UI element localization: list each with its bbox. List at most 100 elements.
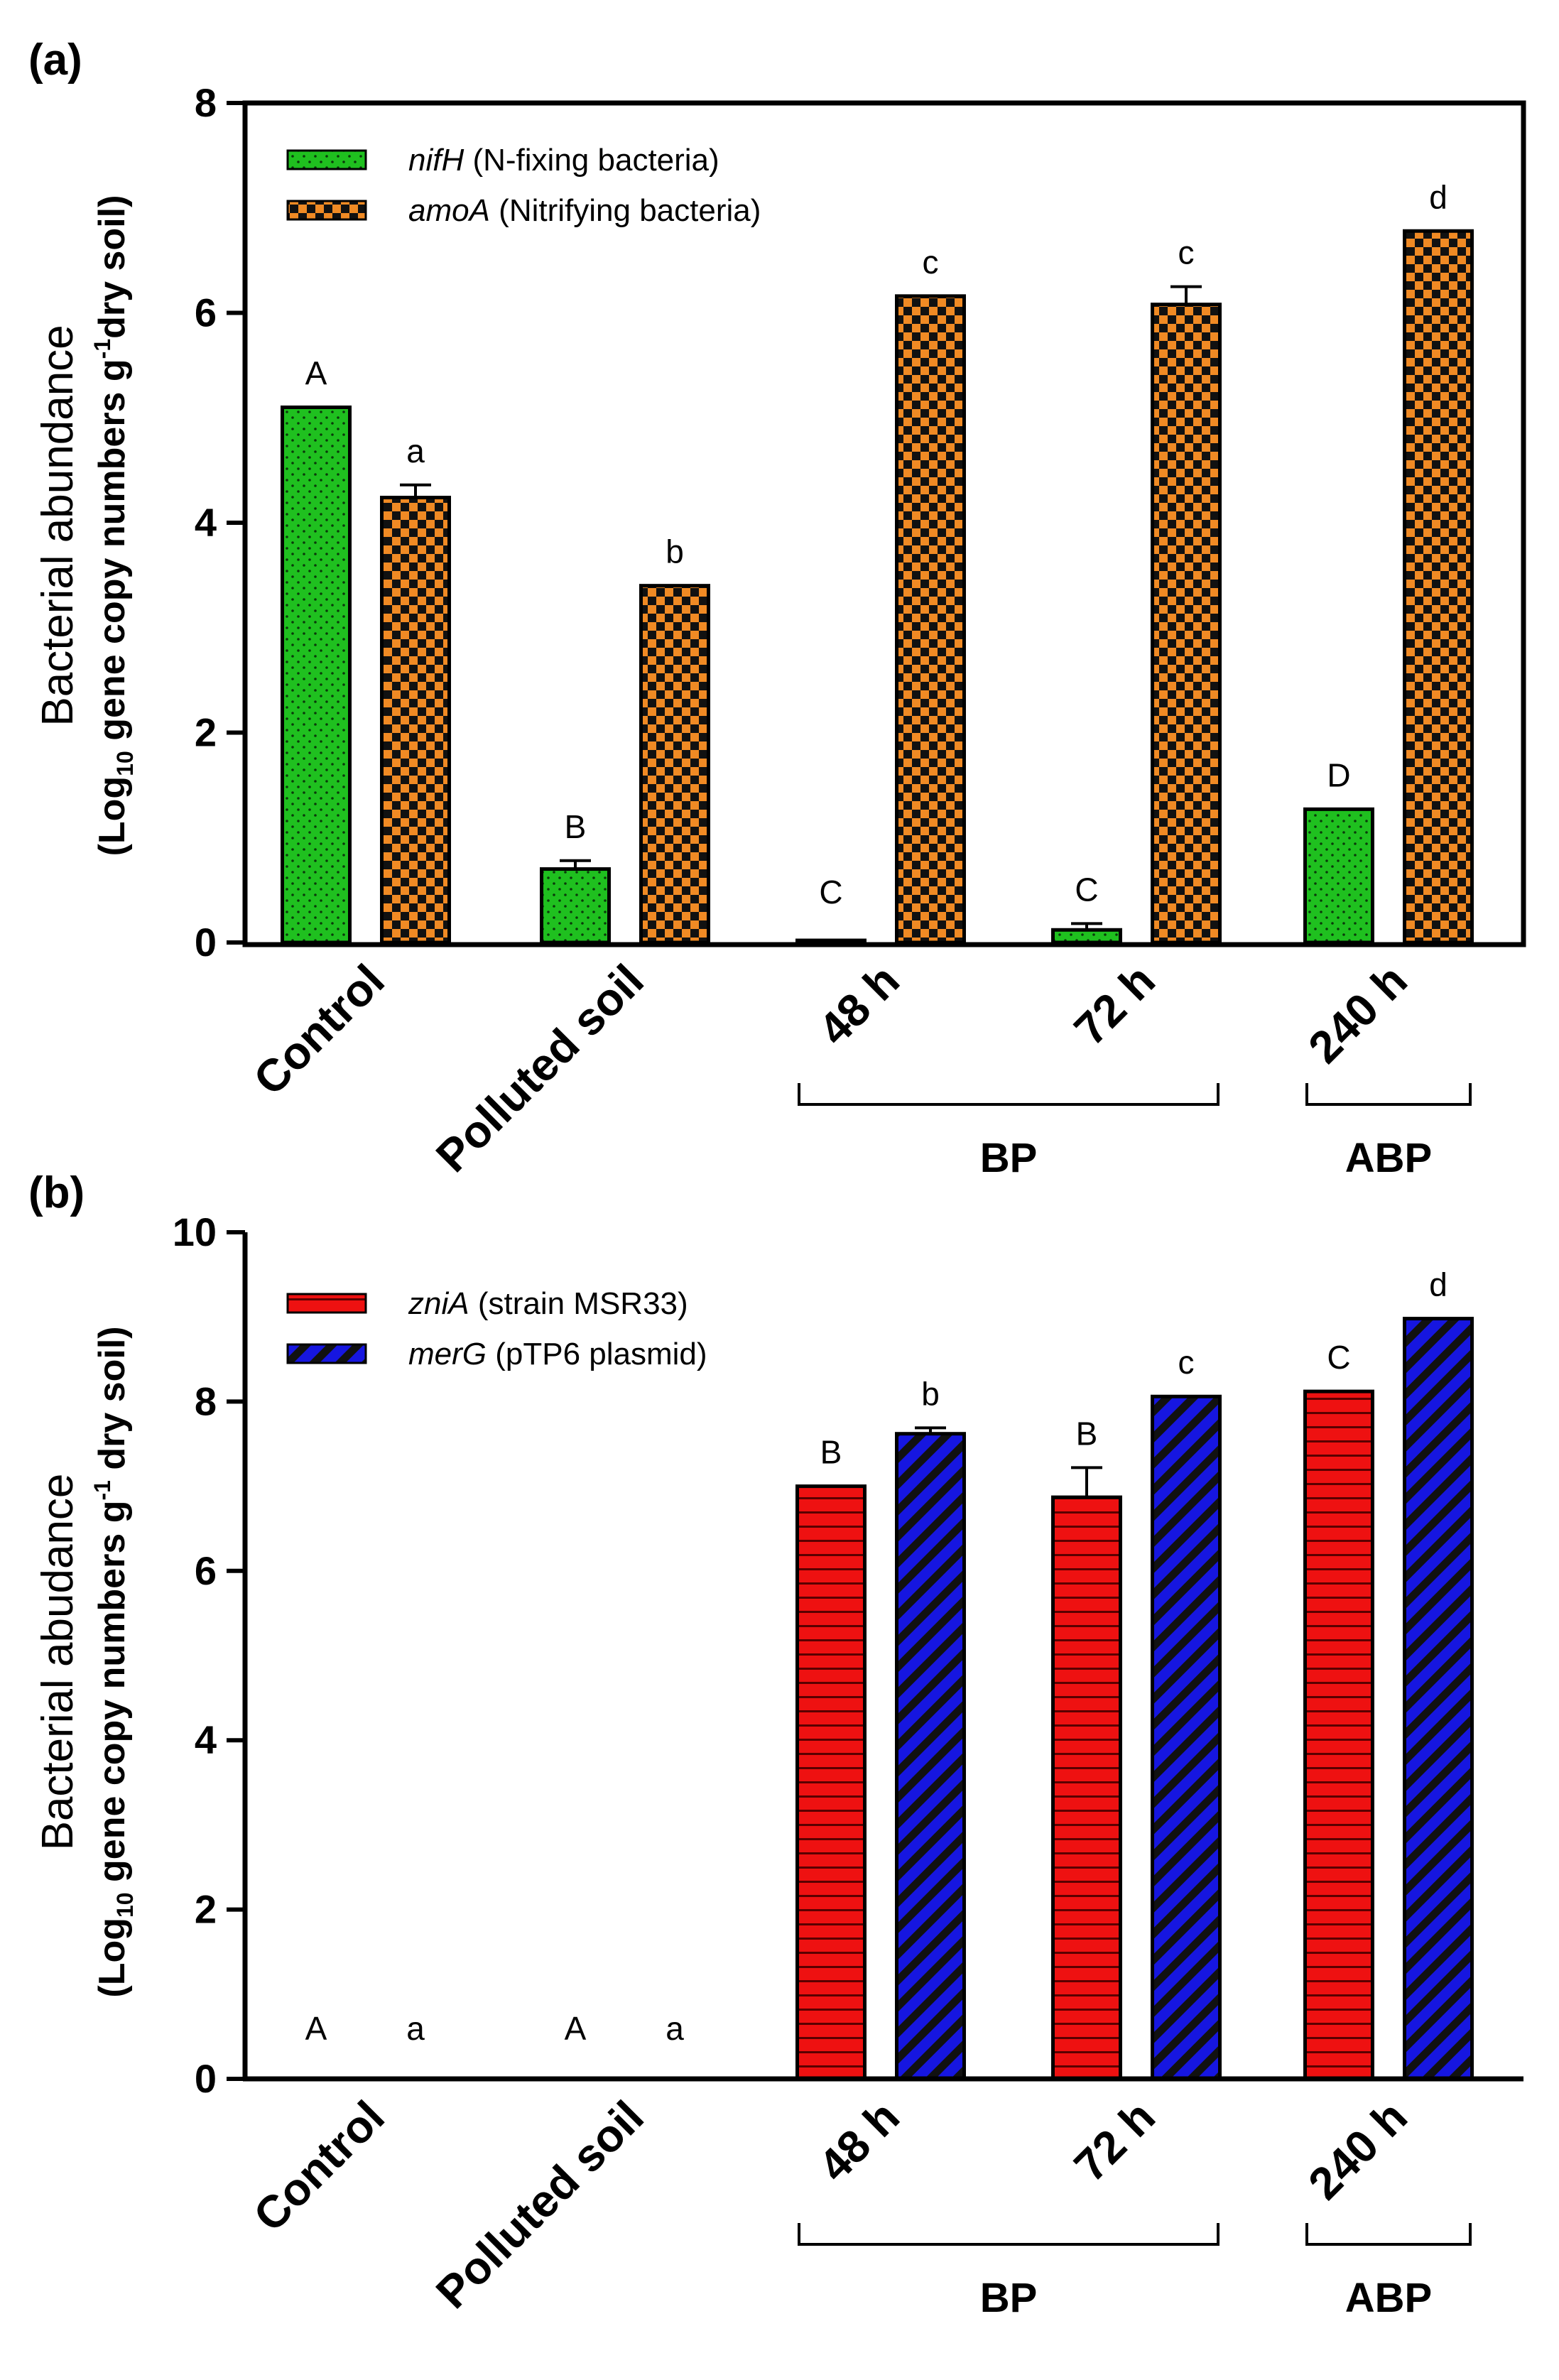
y-tick-label: 2 (195, 710, 217, 755)
group-bracket (1305, 1083, 1472, 1106)
panel-a-error-bars (400, 285, 1202, 930)
y-tick-label: 4 (195, 500, 217, 545)
bar-zniA-72-h (1051, 1495, 1122, 2081)
panel-b-yunits-prefix: (Log (92, 1918, 133, 1998)
category-label: 72 h (1064, 2091, 1164, 2191)
bar-merG-240-h (1403, 1317, 1474, 2081)
y-tick-label: 4 (195, 1717, 217, 1762)
group-bracket (1305, 2223, 1472, 2246)
bar-nifH-72-h (1051, 928, 1122, 945)
bar-zniA-48-h (795, 1484, 867, 2081)
panel-b-yunits-sup: -1 (89, 1480, 115, 1500)
significance-letter: a (666, 2010, 684, 2047)
panel-a: (a) Bacterial abundance (Log10 gene copy… (28, 36, 1526, 1182)
panel-b-significance-letters: A A B B Ca a b c d (305, 1266, 1447, 2047)
svg-text:(Log10 gene copy numbers g-1 d: (Log10 gene copy numbers g-1 dry soil) (89, 1326, 138, 1997)
bar-amoA-72-h (1151, 303, 1222, 945)
significance-letter: a (406, 2010, 425, 2047)
panel-a-plot-frame (242, 100, 1526, 947)
panel-b-yunits-mid: gene copy numbers g (92, 1501, 133, 1893)
panel-b-bars (795, 1317, 1474, 2081)
significance-letter: C (1075, 871, 1098, 908)
group-bracket (798, 1083, 1220, 1106)
category-label: Polluted soil (426, 2091, 653, 2318)
significance-letter: d (1429, 1266, 1447, 1303)
category-label: 240 h (1298, 955, 1417, 1073)
panel-b-ylabel: Bacterial abudance (33, 1474, 82, 1851)
significance-letter: d (1429, 178, 1447, 215)
y-tick-label: 8 (195, 80, 217, 125)
panel-b-y-ticks: 0 2 4 6 8 10 (173, 1210, 245, 2101)
group-bracket (798, 2223, 1220, 2246)
panel-a-legend: nifH (N-fixing bacteria) amoA (Nitrifyin… (286, 143, 761, 228)
panel-a-yunits-mid: gene copy numbers g (92, 359, 133, 751)
panel-a-y-ticks: 0 2 4 6 8 (195, 80, 245, 965)
panel-b: (b) Bacterial abudance (Log10 gene copy … (28, 1168, 1523, 2321)
bar-amoA-48-h (895, 294, 966, 945)
significance-letter: B (1076, 1415, 1098, 1452)
panel-b-category-labels: Control Polluted soil 48 h 72 h 240 h (244, 2091, 1417, 2318)
significance-letter: C (819, 874, 842, 911)
bar-amoA-control (380, 496, 451, 945)
bar-amoA-polluted-soil (639, 584, 710, 945)
panel-b-legend: zniA (strain MSR33) merG (pTP6 plasmid) (286, 1286, 707, 1371)
category-label: Polluted soil (426, 955, 653, 1182)
y-tick-label: 10 (173, 1210, 217, 1254)
panel-b-yunits-suffix: dry soil) (92, 1326, 133, 1480)
legend-swatch-merG (286, 1343, 367, 1364)
category-label: 72 h (1064, 955, 1164, 1055)
category-label: 48 h (808, 955, 908, 1055)
bar-amoA-240-h (1403, 229, 1474, 945)
panel-a-ylabel: Bacterial abundance (33, 325, 82, 726)
significance-letter: c (1178, 234, 1195, 271)
panel-a-y-axis-title: Bacterial abundance (33, 325, 82, 726)
significance-letter: C (1327, 1339, 1350, 1376)
significance-letter: B (820, 1434, 842, 1471)
panel-a-yunits-sup: -1 (89, 339, 115, 359)
significance-letter: c (1178, 1344, 1195, 1381)
panel-b-yunits-sub: 10 (112, 1892, 138, 1918)
legend-swatch-zniA (286, 1293, 367, 1314)
significance-letter: A (305, 354, 327, 391)
bar-nifH-polluted-soil (540, 867, 611, 945)
category-label: 48 h (808, 2091, 908, 2191)
y-tick-label: 0 (195, 920, 217, 965)
group-label: ABP (1345, 1135, 1432, 1181)
panel-b-y-axis-title: Bacterial abudance (33, 1474, 82, 1851)
bar-zniA-240-h (1303, 1389, 1374, 2081)
legend-entry-amoA: amoA (Nitrifying bacteria) (408, 193, 761, 228)
y-tick-label: 2 (195, 1887, 217, 1932)
y-tick-label: 8 (195, 1379, 217, 1423)
significance-letter: b (921, 1375, 940, 1412)
significance-letter: a (406, 433, 425, 469)
panel-a-significance-letters: A B C C Da b c c d (305, 178, 1447, 911)
legend-swatch-amoA (286, 200, 367, 221)
bar-merG-72-h (1151, 1394, 1222, 2081)
group-label: BP (980, 1135, 1038, 1181)
group-label: BP (980, 2275, 1038, 2321)
bar-nifH-240-h (1303, 807, 1374, 945)
group-label: ABP (1345, 2275, 1432, 2321)
panel-b-label: (b) (28, 1168, 85, 1217)
significance-letter: B (565, 808, 587, 845)
panel-a-category-labels: Control Polluted soil 48 h 72 h 240 h (244, 955, 1417, 1182)
panel-a-y-axis-units: (Log10 gene copy numbers g-1dry soil) (89, 195, 138, 857)
legend-entry-zniA: zniA (strain MSR33) (408, 1286, 688, 1321)
category-label: Control (244, 2091, 394, 2242)
legend-entry-nifH: nifH (N-fixing bacteria) (408, 143, 719, 178)
svg-text:(Log10 gene copy numbers g-1d: (Log10 gene copy numbers g-1dry soil) (89, 195, 138, 857)
significance-letter: b (666, 533, 684, 570)
panel-a-bars (281, 229, 1474, 945)
y-tick-label: 6 (195, 290, 217, 335)
significance-letter: A (305, 2010, 327, 2047)
y-tick-label: 0 (195, 2056, 217, 2101)
significance-letter: c (923, 244, 939, 281)
panel-b-group-brackets: BP ABP (798, 2223, 1472, 2321)
significance-letter: D (1327, 756, 1350, 793)
bar-nifH-control (281, 405, 352, 945)
panel-b-error-bars (915, 1426, 1102, 1498)
category-label: 240 h (1298, 2091, 1417, 2210)
panel-a-yunits-prefix: (Log (92, 776, 133, 857)
significance-letter: A (565, 2010, 587, 2047)
